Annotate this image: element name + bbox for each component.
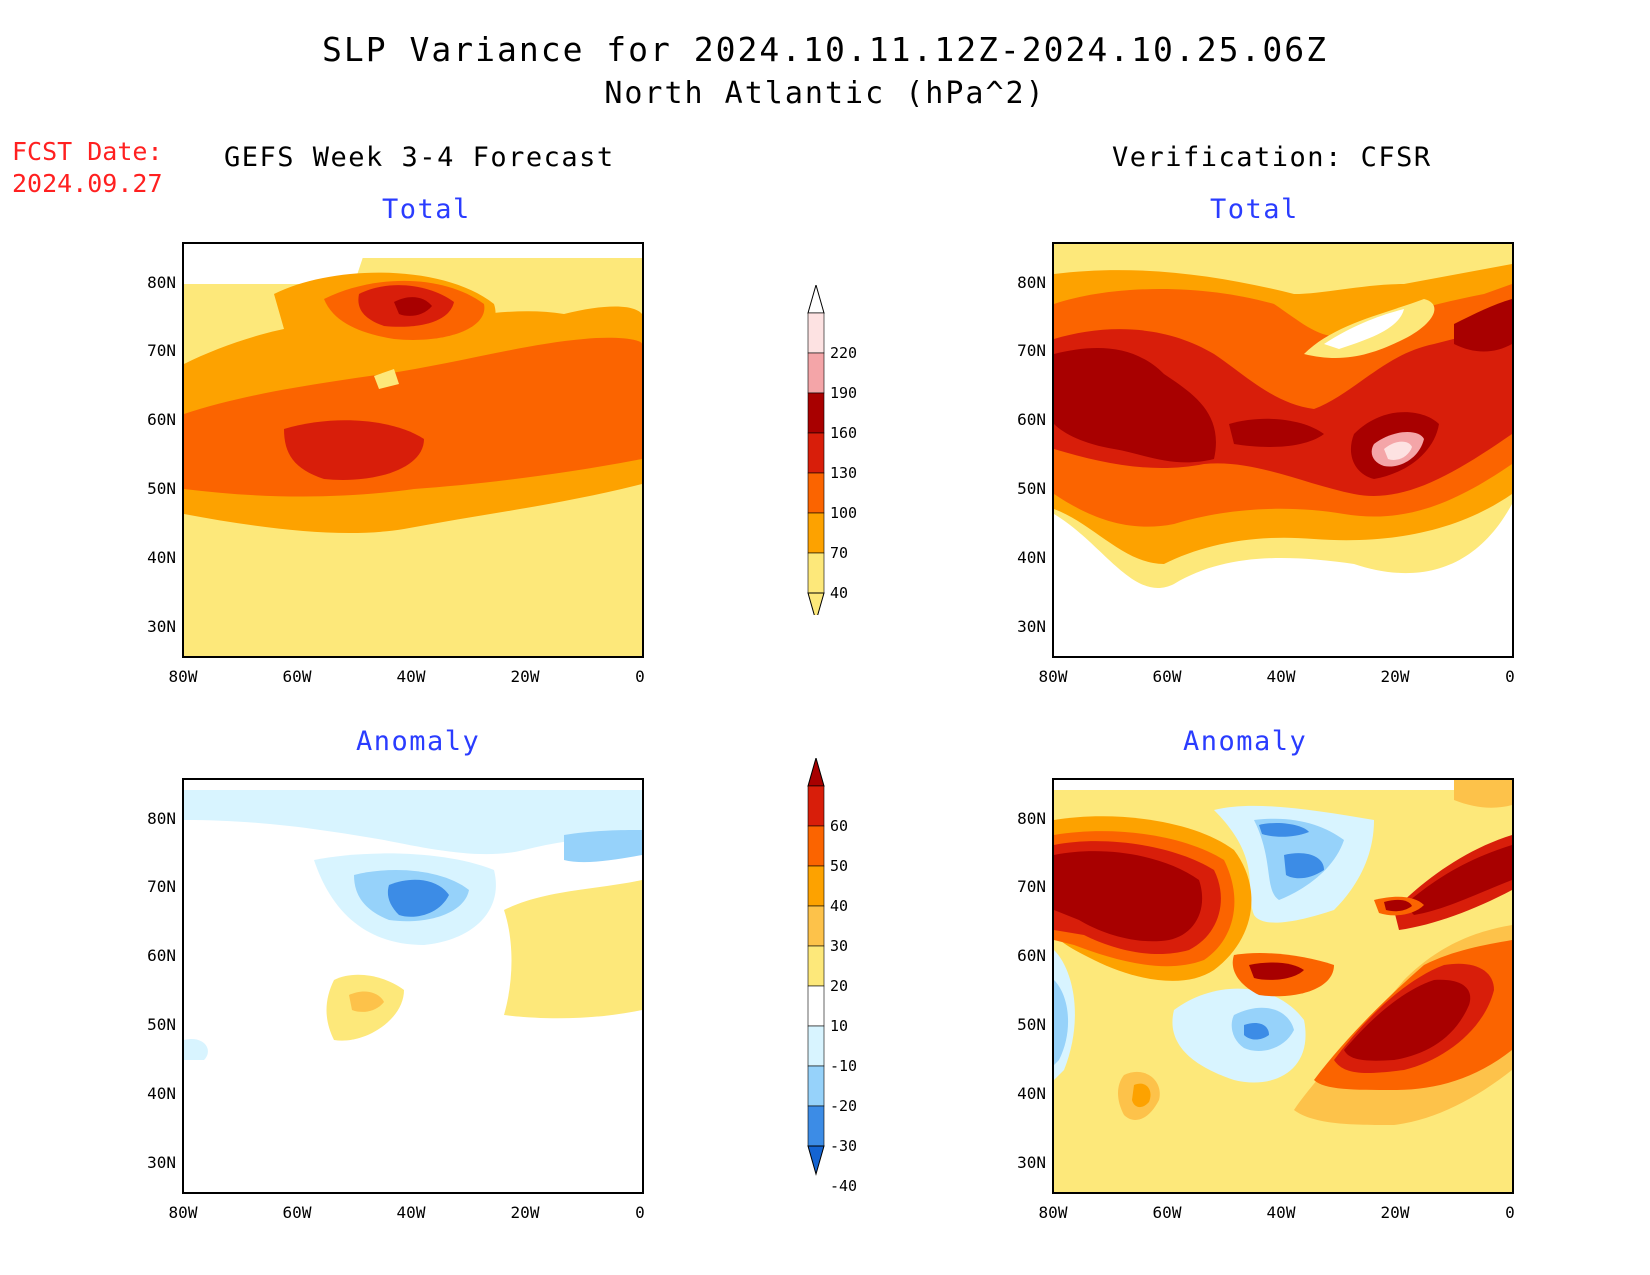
colorbar-segment	[807, 312, 825, 354]
y-tick-label: 50N	[147, 479, 176, 498]
verification-total-map	[1052, 242, 1514, 658]
forecast-anomaly-subtitle: Anomaly	[356, 726, 481, 757]
y-tick-label: 40N	[1017, 1084, 1046, 1103]
x-tick-label: 20W	[510, 667, 540, 686]
y-tick-label: 30N	[1017, 1153, 1046, 1172]
right-column-title: Verification: CFSR	[1112, 142, 1432, 173]
colorbar-tick-label: 130	[830, 464, 858, 482]
colorbar-tick-label: -10	[830, 1057, 858, 1075]
y-tick-label: 60N	[147, 410, 176, 429]
colorbar-tick-label: 40	[830, 897, 849, 915]
x-tick-label: 80W	[1038, 1203, 1068, 1222]
total-colorbar	[807, 285, 825, 615]
x-tick-label: 0	[1505, 1203, 1515, 1222]
y-tick-label: 60N	[1017, 946, 1046, 965]
forecast-total-subtitle: Total	[382, 194, 471, 225]
y-tick-label: 70N	[1017, 877, 1046, 896]
x-tick-label: 20W	[510, 1203, 540, 1222]
colorbar-segment	[807, 825, 825, 867]
x-tick-label: 20W	[1380, 667, 1410, 686]
colorbar-segment	[807, 1105, 825, 1147]
y-tick-label: 70N	[147, 341, 176, 360]
x-tick-label: 40W	[1266, 1203, 1296, 1222]
colorbar-segment	[807, 392, 825, 434]
y-tick-label: 60N	[147, 946, 176, 965]
x-tick-label: 40W	[396, 667, 426, 686]
y-tick-label: 80N	[147, 809, 176, 828]
y-tick-label: 60N	[1017, 410, 1046, 429]
colorbar-segment	[807, 1025, 825, 1067]
colorbar-tick-label: 10	[830, 1017, 849, 1035]
verification-total-subtitle: Total	[1210, 194, 1299, 225]
y-tick-label: 50N	[147, 1015, 176, 1034]
colorbar-tick-label: -20	[830, 1097, 858, 1115]
colorbar-tick-label: 50	[830, 857, 849, 875]
colorbar-segment	[807, 1065, 825, 1107]
y-tick-label: 40N	[1017, 548, 1046, 567]
colorbar-segment	[807, 432, 825, 474]
colorbar-segment	[807, 785, 825, 827]
fcst-date-label-line1: FCST Date:	[12, 137, 163, 166]
x-tick-label: 60W	[1152, 667, 1182, 686]
y-tick-label: 70N	[1017, 341, 1046, 360]
fcst-date-value: 2024.09.27	[12, 169, 163, 198]
x-tick-label: 60W	[1152, 1203, 1182, 1222]
colorbar-tick-label: 100	[830, 504, 858, 522]
y-tick-label: 30N	[147, 1153, 176, 1172]
colorbar-segment	[807, 945, 825, 987]
colorbar-segment	[807, 512, 825, 554]
x-tick-label: 80W	[168, 1203, 198, 1222]
colorbar-segment	[807, 552, 825, 594]
verification-anomaly-map	[1052, 778, 1514, 1194]
x-tick-label: 0	[1505, 667, 1515, 686]
x-tick-label: 60W	[282, 667, 312, 686]
forecast-date-label: FCST Date: 2024.09.27	[12, 136, 163, 200]
colorbar-segment	[807, 905, 825, 947]
x-tick-label: 80W	[1038, 667, 1068, 686]
colorbar-segment	[807, 985, 825, 1027]
colorbar-tick-label: 70	[830, 544, 849, 562]
y-tick-label: 40N	[147, 1084, 176, 1103]
colorbar-tick-label: 60	[830, 817, 849, 835]
colorbar-tick-label: 20	[830, 977, 849, 995]
y-tick-label: 80N	[1017, 273, 1046, 292]
x-tick-label: 0	[635, 1203, 645, 1222]
main-title: SLP Variance for 2024.10.11.12Z-2024.10.…	[322, 30, 1328, 69]
colorbar-segment	[807, 472, 825, 514]
colorbar-bottom-arrow	[807, 1145, 825, 1176]
y-tick-label: 30N	[147, 617, 176, 636]
left-column-title: GEFS Week 3-4 Forecast	[224, 142, 615, 173]
x-tick-label: 20W	[1380, 1203, 1410, 1222]
main-subtitle: North Atlantic (hPa^2)	[604, 76, 1046, 111]
colorbar-segment	[807, 352, 825, 394]
colorbar-tick-label: 190	[830, 384, 858, 402]
colorbar-bottom-arrow	[807, 592, 825, 615]
colorbar-tick-label: 160	[830, 424, 858, 442]
y-tick-label: 40N	[147, 548, 176, 567]
colorbar-tick-label: -40	[830, 1177, 858, 1195]
y-tick-label: 30N	[1017, 617, 1046, 636]
x-tick-label: 40W	[396, 1203, 426, 1222]
x-tick-label: 60W	[282, 1203, 312, 1222]
colorbar-tick-label: 40	[830, 584, 849, 602]
y-tick-label: 80N	[1017, 809, 1046, 828]
y-tick-label: 50N	[1017, 1015, 1046, 1034]
colorbar-tick-label: 30	[830, 937, 849, 955]
x-tick-label: 80W	[168, 667, 198, 686]
forecast-total-map	[182, 242, 644, 658]
colorbar-top-arrow	[807, 758, 825, 787]
x-tick-label: 40W	[1266, 667, 1296, 686]
colorbar-tick-label: -30	[830, 1137, 858, 1155]
colorbar-top-arrow	[807, 285, 825, 314]
y-tick-label: 80N	[147, 273, 176, 292]
colorbar-tick-label: 220	[830, 344, 858, 362]
y-tick-label: 70N	[147, 877, 176, 896]
verification-anomaly-subtitle: Anomaly	[1183, 726, 1308, 757]
colorbar-segment	[807, 865, 825, 907]
x-tick-label: 0	[635, 667, 645, 686]
forecast-anomaly-map	[182, 778, 644, 1194]
anomaly-colorbar	[807, 758, 825, 1176]
y-tick-label: 50N	[1017, 479, 1046, 498]
